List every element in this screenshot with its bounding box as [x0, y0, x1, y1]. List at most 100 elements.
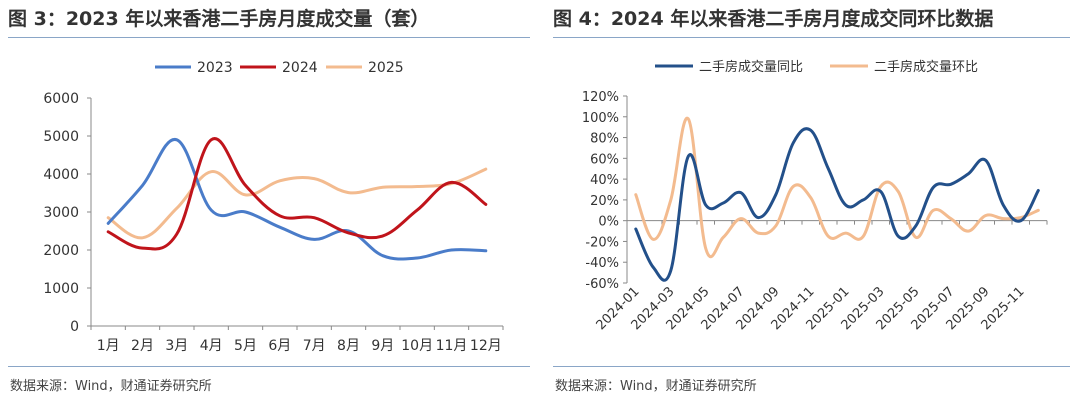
x-tick-label: 2月 — [131, 338, 154, 354]
data-point-0-2025-07 — [949, 183, 952, 186]
data-point-2024-1月 — [106, 230, 110, 233]
data-point-2025-7月 — [312, 177, 316, 180]
y-tick-label: 80% — [590, 132, 619, 147]
data-point-2024-4月 — [209, 138, 213, 141]
data-point-1-2025-06 — [932, 209, 935, 212]
data-point-2023-3月 — [175, 138, 179, 141]
data-point-2025-1月 — [106, 216, 110, 219]
x-tick-label: 8月 — [337, 338, 360, 354]
x-tick-label: 10月 — [401, 338, 433, 354]
data-point-2025-9月 — [381, 186, 385, 189]
y-tick-label: 1000 — [43, 281, 79, 297]
data-point-2024-3月 — [175, 232, 179, 236]
x-tick-label: 3月 — [165, 338, 188, 354]
data-point-2024-12月 — [484, 203, 488, 206]
y-tick-label: 3000 — [43, 205, 79, 221]
data-point-2023-2月 — [141, 184, 144, 187]
data-point-1-2024-06 — [722, 236, 725, 239]
data-point-1-2025-12 — [1037, 209, 1040, 212]
data-point-2023-9月 — [381, 254, 385, 257]
legend-label-1: 二手房成交量环比 — [874, 59, 978, 75]
data-point-0-2025-04 — [897, 235, 900, 238]
growth-line-chart: 120%100%80%60%40%20%0%-20%-40%-60%2024-0… — [582, 59, 1048, 333]
data-point-0-2024-08 — [757, 216, 760, 219]
data-point-0-2024-06 — [722, 201, 725, 205]
data-point-0-2025-02 — [862, 198, 865, 202]
y-tick-label: -20% — [585, 235, 619, 250]
data-point-2023-12月 — [484, 249, 488, 252]
volume-line-chart: 0 1000 2000 3000 4000 5000 6000 1月 2月 3月 4月 5月 6月 7月 8… — [43, 60, 504, 354]
data-point-1-2024-04 — [687, 117, 690, 121]
bottom-divider — [553, 366, 1070, 367]
data-point-0-2024-10 — [792, 141, 795, 144]
data-point-1-2024-12 — [827, 235, 830, 238]
data-point-0-2024-04 — [687, 155, 690, 158]
legend-label-2025: 2025 — [368, 60, 404, 76]
chart-title: 图 3：2023 年以来香港二手房月度成交量（套） — [8, 8, 430, 30]
y-tick-label: -60% — [585, 277, 619, 292]
y-tick-label: 0% — [598, 215, 619, 230]
data-point-2024-9月 — [381, 234, 385, 238]
data-point-1-2025-08 — [967, 229, 970, 233]
x-tick-label: 6月 — [268, 338, 291, 354]
data-point-1-2024-08 — [757, 231, 760, 235]
y-tick-label: 0 — [70, 319, 79, 335]
series-line-2025 — [106, 167, 488, 240]
data-point-0-2025-12 — [1037, 189, 1040, 192]
x-tick-label: 1月 — [97, 338, 120, 354]
data-point-0-2025-08 — [967, 172, 970, 176]
data-point-2023-7月 — [312, 238, 316, 241]
data-point-1-2025-01 — [844, 231, 847, 235]
y-tick-label: 5000 — [43, 129, 79, 145]
title-divider — [553, 37, 1070, 38]
data-point-2024-8月 — [347, 231, 350, 235]
data-point-0-2024-07 — [739, 191, 742, 194]
data-point-2025-8月 — [347, 191, 350, 194]
data-point-2024-11月 — [450, 181, 453, 184]
data-point-2025-10月 — [415, 185, 419, 188]
y-tick-label: 2000 — [43, 243, 79, 259]
data-point-2024-10月 — [415, 208, 419, 212]
legend-label-2023: 2023 — [197, 60, 233, 76]
x-tick-label: 5月 — [234, 338, 257, 354]
data-point-2023-1月 — [106, 222, 110, 225]
data-point-2024-5月 — [244, 184, 247, 187]
x-tick-label: 4月 — [200, 338, 223, 354]
series-line-0 — [634, 127, 1040, 282]
y-tick-label: 40% — [590, 173, 619, 188]
data-point-1-2024-03 — [669, 198, 672, 202]
y-tick-label: 120% — [582, 90, 619, 105]
data-point-1-2025-02 — [862, 235, 865, 238]
chart-panel-growth: 图 4：2024 年以来香港二手房月度成交同环比数据 120% 100% 80% 60… — [545, 0, 1080, 408]
data-point-2024-6月 — [278, 214, 282, 217]
chart-panel-volume: 图 3：2023 年以来香港二手房月度成交量（套） 0 1000 2000 3000 4… — [8, 8, 530, 394]
source-note: 数据来源：Wind，财通证券研究所 — [555, 379, 757, 394]
data-point-1-2025-03 — [879, 185, 882, 188]
data-point-0-2024-03 — [669, 269, 672, 272]
data-point-2023-10月 — [415, 256, 419, 260]
data-point-2025-4月 — [209, 170, 213, 173]
title-divider — [8, 37, 530, 38]
data-point-2024-7月 — [312, 216, 316, 219]
data-point-0-2025-05 — [914, 224, 917, 228]
data-point-1-2024-02 — [652, 238, 655, 241]
data-point-0-2024-05 — [704, 203, 707, 207]
data-point-2023-11月 — [450, 248, 453, 252]
data-point-1-2024-11 — [809, 196, 812, 200]
data-point-0-2024-01 — [634, 227, 637, 231]
data-point-2025-12月 — [484, 167, 488, 171]
data-point-0-2024-09 — [774, 193, 777, 196]
data-point-1-2024-10 — [792, 185, 795, 188]
y-tick-label: 60% — [590, 152, 619, 167]
data-point-0-2025-03 — [879, 190, 882, 193]
data-point-1-2025-09 — [984, 214, 987, 217]
data-point-2023-6月 — [278, 226, 282, 229]
data-point-0-2025-09 — [984, 159, 987, 162]
data-point-1-2025-11 — [1019, 216, 1022, 219]
data-point-0-2025-11 — [1019, 219, 1022, 222]
data-point-2025-3月 — [175, 207, 179, 210]
data-point-1-2025-04 — [897, 190, 900, 193]
data-point-2023-4月 — [209, 208, 213, 212]
data-point-1-2024-09 — [774, 224, 777, 228]
legend-label-0: 二手房成交量同比 — [699, 59, 803, 75]
